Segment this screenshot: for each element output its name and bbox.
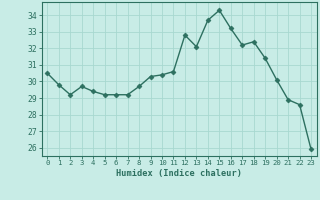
X-axis label: Humidex (Indice chaleur): Humidex (Indice chaleur) [116,169,242,178]
